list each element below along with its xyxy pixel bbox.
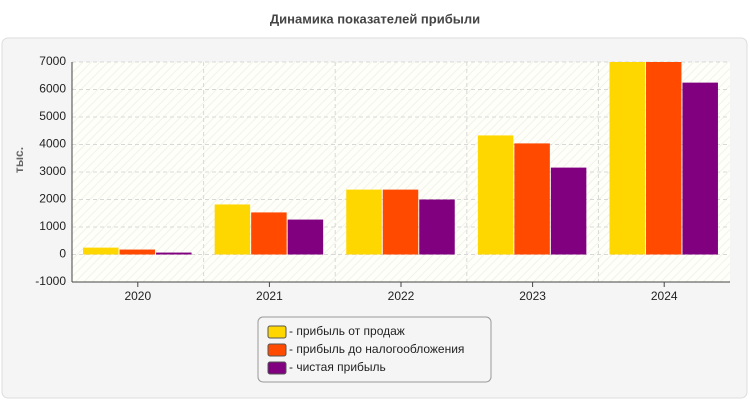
bar [419, 199, 455, 255]
y-tick-label: 1000 [39, 219, 66, 233]
bar [83, 247, 119, 255]
y-tick-label: 4000 [39, 137, 66, 151]
chart-title: Динамика показателей прибыли [270, 11, 480, 26]
bar [214, 204, 251, 255]
legend-swatch [267, 343, 287, 357]
x-tick-label: 2023 [519, 289, 546, 303]
bar [346, 189, 382, 255]
y-tick-label: 0 [59, 247, 66, 261]
y-tick-label: 7000 [39, 54, 66, 68]
y-axis-label: тыс. [12, 147, 26, 173]
legend-label: - чистая прибыль [289, 360, 386, 374]
legend [257, 316, 492, 383]
legend-label: - прибыль до налогообложения [289, 342, 464, 356]
bar [477, 135, 514, 255]
y-tick-label: 3000 [39, 164, 66, 178]
legend-swatch [267, 325, 287, 339]
x-tick-label: 2021 [256, 289, 283, 303]
bar [550, 167, 587, 255]
bar [645, 62, 682, 255]
y-tick-label: 5000 [39, 109, 66, 123]
x-tick-label: 2020 [124, 289, 151, 303]
y-tick-label: 2000 [39, 192, 66, 206]
bar [287, 219, 324, 255]
legend-label: - прибыль от продаж [289, 324, 405, 338]
x-tick-label: 2022 [388, 289, 415, 303]
y-tick-label: 6000 [39, 82, 66, 96]
x-tick-label: 2024 [651, 289, 678, 303]
bar [156, 252, 192, 255]
bar [609, 62, 645, 255]
bar [514, 143, 550, 255]
bar [682, 82, 718, 255]
bar [251, 212, 287, 255]
legend-swatch [267, 361, 287, 375]
bar [382, 189, 419, 255]
y-tick-label: -1000 [35, 274, 66, 288]
bar [119, 249, 156, 255]
